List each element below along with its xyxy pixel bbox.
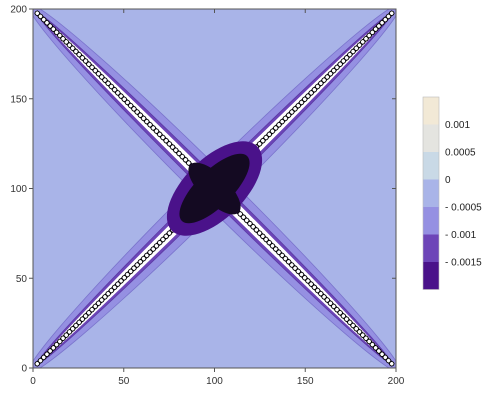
legend-label: - 0.0015 xyxy=(445,258,482,269)
legend-label: - 0.001 xyxy=(445,230,477,241)
legend-swatch xyxy=(423,262,439,290)
central-dense-cross xyxy=(188,162,241,215)
legend-swatch xyxy=(423,234,439,262)
legend-swatch xyxy=(423,207,439,235)
legend-swatch xyxy=(423,124,439,152)
x-tick-label: 50 xyxy=(118,376,130,387)
x-tick-label: 200 xyxy=(388,376,405,387)
legend-swatch xyxy=(423,97,439,125)
x-tick-label: 0 xyxy=(30,376,36,387)
y-tick-label: 150 xyxy=(10,94,27,105)
x-tick-label: 100 xyxy=(206,376,223,387)
legend-label: 0.0005 xyxy=(445,148,476,159)
x-tick-label: 150 xyxy=(297,376,314,387)
y-tick-label: 0 xyxy=(21,364,27,375)
legend-swatch xyxy=(423,179,439,207)
legend-label: 0 xyxy=(445,175,451,186)
legend-swatch xyxy=(423,152,439,180)
legend-label: - 0.0005 xyxy=(445,203,482,214)
y-tick-label: 200 xyxy=(10,5,27,16)
legend-frame xyxy=(422,96,440,290)
legend-label: 0.001 xyxy=(445,120,470,131)
y-tick-label: 50 xyxy=(16,274,28,285)
y-tick-label: 100 xyxy=(10,184,27,195)
